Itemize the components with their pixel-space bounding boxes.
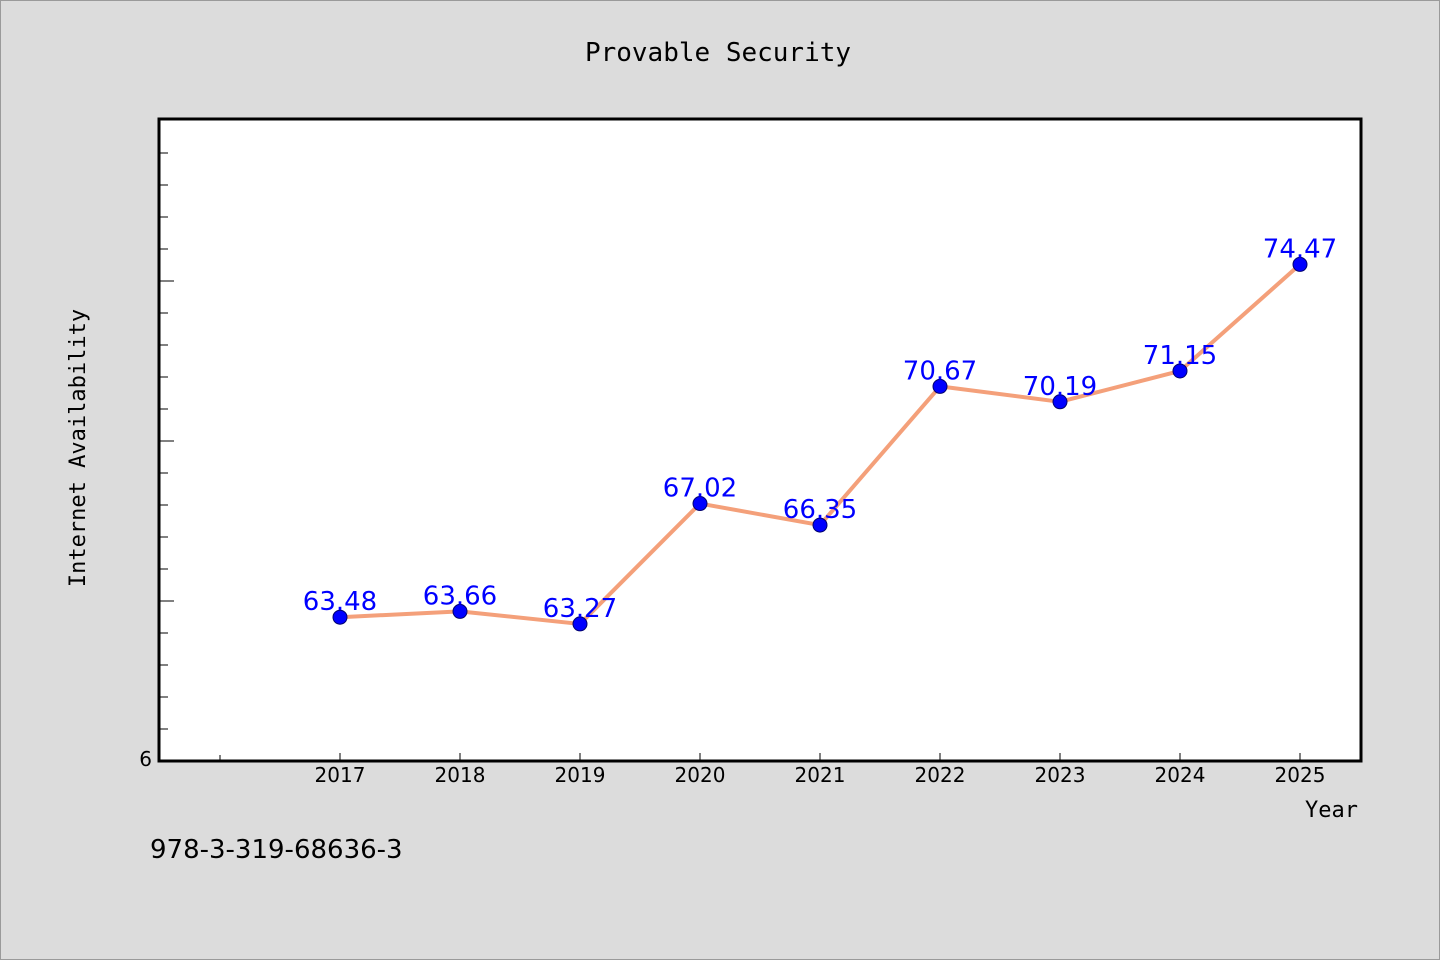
data-label: 63.27	[543, 594, 617, 624]
data-point	[932, 378, 948, 394]
x-axis-ticks	[219, 753, 1301, 761]
series-line-segment	[698, 501, 822, 528]
series-line-segment	[458, 609, 582, 626]
data-point	[572, 616, 588, 632]
series-line-segment	[818, 384, 942, 528]
series-line-segment	[338, 609, 462, 620]
data-label: 70.67	[903, 356, 977, 386]
y-axis-label: Internet Availability	[66, 309, 91, 587]
data-point	[1292, 256, 1308, 272]
data-label: 63.66	[423, 581, 497, 611]
data-point	[812, 517, 828, 533]
x-axis-label: Year	[1305, 798, 1358, 823]
y-axis-ticks	[159, 152, 174, 730]
data-label: 63.48	[303, 587, 377, 617]
plot-area	[157, 117, 1363, 763]
data-point	[1052, 394, 1068, 410]
x-tick-label: 2020	[675, 763, 726, 787]
x-tick-label: 2023	[1035, 763, 1086, 787]
series-line-segment	[578, 501, 702, 626]
data-label: 74.47	[1263, 234, 1337, 264]
series-line-segment	[1178, 262, 1302, 373]
isbn-text: 978-3-319-68636-3	[150, 835, 403, 865]
data-label: 71.15	[1143, 341, 1217, 371]
data-labels: 63.48 63.66 63.27 67.02 66.35 70.67 70.19 71.15…	[303, 234, 1337, 624]
x-axis-tick-labels: 2017 2018 2019 2020 2021 2022 2023 2024 2025	[315, 763, 1326, 787]
x-tick-label: 2024	[1155, 763, 1206, 787]
x-tick-label: 2017	[315, 763, 366, 787]
x-tick-label: 2018	[435, 763, 486, 787]
data-markers	[332, 256, 1308, 632]
y-tick-label: 6	[139, 747, 152, 771]
data-point	[692, 496, 708, 512]
series-line-segment	[938, 384, 1062, 404]
data-point	[332, 609, 348, 625]
data-label: 70.19	[1023, 372, 1097, 402]
x-tick-label: 2025	[1275, 763, 1326, 787]
data-point	[1172, 363, 1188, 379]
series-line-segment	[1058, 368, 1182, 404]
x-tick-label: 2021	[795, 763, 846, 787]
chart-title: Provable Security	[585, 38, 851, 68]
series-line-group	[338, 262, 1302, 626]
data-label: 67.02	[663, 474, 737, 504]
x-tick-label: 2019	[555, 763, 606, 787]
data-label: 66.35	[783, 495, 857, 525]
data-point	[452, 603, 468, 619]
x-tick-label: 2022	[915, 763, 966, 787]
